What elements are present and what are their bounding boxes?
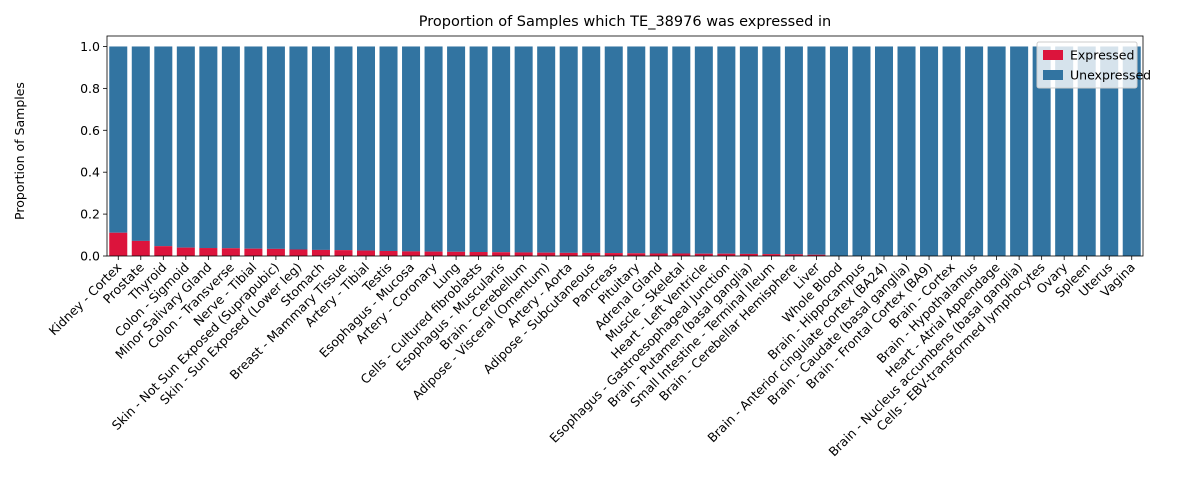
- bar-unexpressed: [131, 46, 150, 241]
- bar-expressed: [402, 251, 421, 256]
- bar-expressed: [784, 254, 803, 256]
- bar-unexpressed: [537, 46, 556, 253]
- bar-unexpressed: [784, 46, 803, 255]
- bar-unexpressed: [762, 46, 781, 255]
- bar-expressed: [492, 252, 511, 256]
- bar-unexpressed: [739, 46, 758, 254]
- bar-expressed: [176, 247, 195, 256]
- bar-expressed: [559, 252, 578, 256]
- bar-expressed: [627, 253, 646, 256]
- bar-unexpressed: [672, 46, 691, 254]
- y-tick-label: 0.8: [80, 81, 100, 96]
- bar-unexpressed: [1010, 46, 1029, 257]
- bar-unexpressed: [492, 46, 511, 253]
- bar-unexpressed: [829, 46, 848, 257]
- bar-unexpressed: [559, 46, 578, 253]
- bar-unexpressed: [942, 46, 961, 257]
- y-tick-label: 1.0: [80, 39, 100, 54]
- bar-expressed: [311, 249, 330, 256]
- bar-expressed: [582, 252, 601, 256]
- y-tick-label: 0.4: [80, 165, 100, 180]
- bar-unexpressed: [920, 46, 939, 257]
- bar-unexpressed: [514, 46, 533, 253]
- bar-expressed: [514, 252, 533, 256]
- bar-unexpressed: [109, 46, 128, 233]
- bar-unexpressed: [1055, 46, 1074, 257]
- bar-expressed: [356, 250, 376, 256]
- bar-expressed: [537, 252, 556, 256]
- bar-unexpressed: [965, 46, 984, 257]
- bar-unexpressed: [649, 46, 668, 254]
- y-tick-label: 0.2: [80, 207, 100, 222]
- bar-expressed: [424, 251, 443, 256]
- bar-expressed: [266, 248, 285, 256]
- bar-expressed: [131, 240, 150, 256]
- bar-unexpressed: [154, 46, 173, 247]
- bar-unexpressed: [807, 46, 826, 255]
- y-tick-label: 0.6: [80, 123, 100, 138]
- bar-unexpressed: [1032, 46, 1051, 257]
- bar-unexpressed: [447, 46, 466, 252]
- bar-unexpressed: [199, 46, 218, 249]
- bar-expressed: [379, 250, 398, 256]
- bar-unexpressed: [897, 46, 916, 257]
- bar-unexpressed: [244, 46, 263, 249]
- legend: Expressed Unexpressed: [1036, 41, 1151, 89]
- bar-expressed: [199, 248, 218, 256]
- bar-unexpressed: [604, 46, 623, 254]
- y-axis-label: Proportion of Samples: [12, 82, 27, 220]
- bar-unexpressed: [627, 46, 646, 254]
- bar-expressed: [109, 232, 128, 256]
- bar-unexpressed: [1100, 46, 1119, 257]
- bar-expressed: [447, 251, 466, 256]
- bar-unexpressed: [987, 46, 1006, 257]
- legend-label-unexpressed: Unexpressed: [1070, 68, 1151, 83]
- bar-unexpressed: [874, 46, 894, 257]
- bar-expressed: [807, 254, 826, 256]
- y-tick-label: 0.0: [80, 249, 100, 264]
- bar-unexpressed: [1122, 46, 1141, 257]
- bar-unexpressed: [717, 46, 736, 254]
- bar-expressed: [672, 253, 691, 256]
- bar-expressed: [334, 250, 353, 256]
- legend-swatch-expressed: [1043, 50, 1063, 60]
- chart-title: Proportion of Samples which TE_38976 was…: [419, 14, 831, 30]
- bar-unexpressed: [469, 46, 488, 253]
- bar-expressed: [694, 253, 713, 256]
- plot-frame: [106, 35, 1144, 257]
- bar-expressed: [289, 249, 308, 256]
- bar-unexpressed: [334, 46, 353, 251]
- bar-expressed: [469, 252, 488, 256]
- bar-expressed: [244, 248, 263, 256]
- bar-expressed: [604, 253, 623, 256]
- bar-unexpressed: [1077, 46, 1096, 257]
- bar-expressed: [154, 246, 173, 256]
- legend-label-expressed: Expressed: [1070, 48, 1134, 63]
- bar-expressed: [221, 248, 240, 256]
- bar-expressed: [717, 253, 736, 256]
- bar-unexpressed: [176, 46, 195, 248]
- bar-unexpressed: [582, 46, 601, 253]
- bar-unexpressed: [694, 46, 713, 254]
- bar-expressed: [762, 254, 781, 256]
- bar-unexpressed: [221, 46, 240, 249]
- bar-unexpressed: [311, 46, 330, 250]
- bar-unexpressed: [852, 46, 871, 257]
- bars-group: [109, 46, 1141, 257]
- bar-expressed: [649, 253, 668, 256]
- bar-expressed: [739, 253, 758, 256]
- bar-unexpressed: [402, 46, 421, 252]
- bar-unexpressed: [424, 46, 443, 252]
- legend-swatch-unexpressed: [1043, 70, 1063, 80]
- bar-unexpressed: [356, 46, 376, 251]
- bar-unexpressed: [266, 46, 285, 249]
- bar-unexpressed: [289, 46, 308, 250]
- bar-unexpressed: [379, 46, 398, 251]
